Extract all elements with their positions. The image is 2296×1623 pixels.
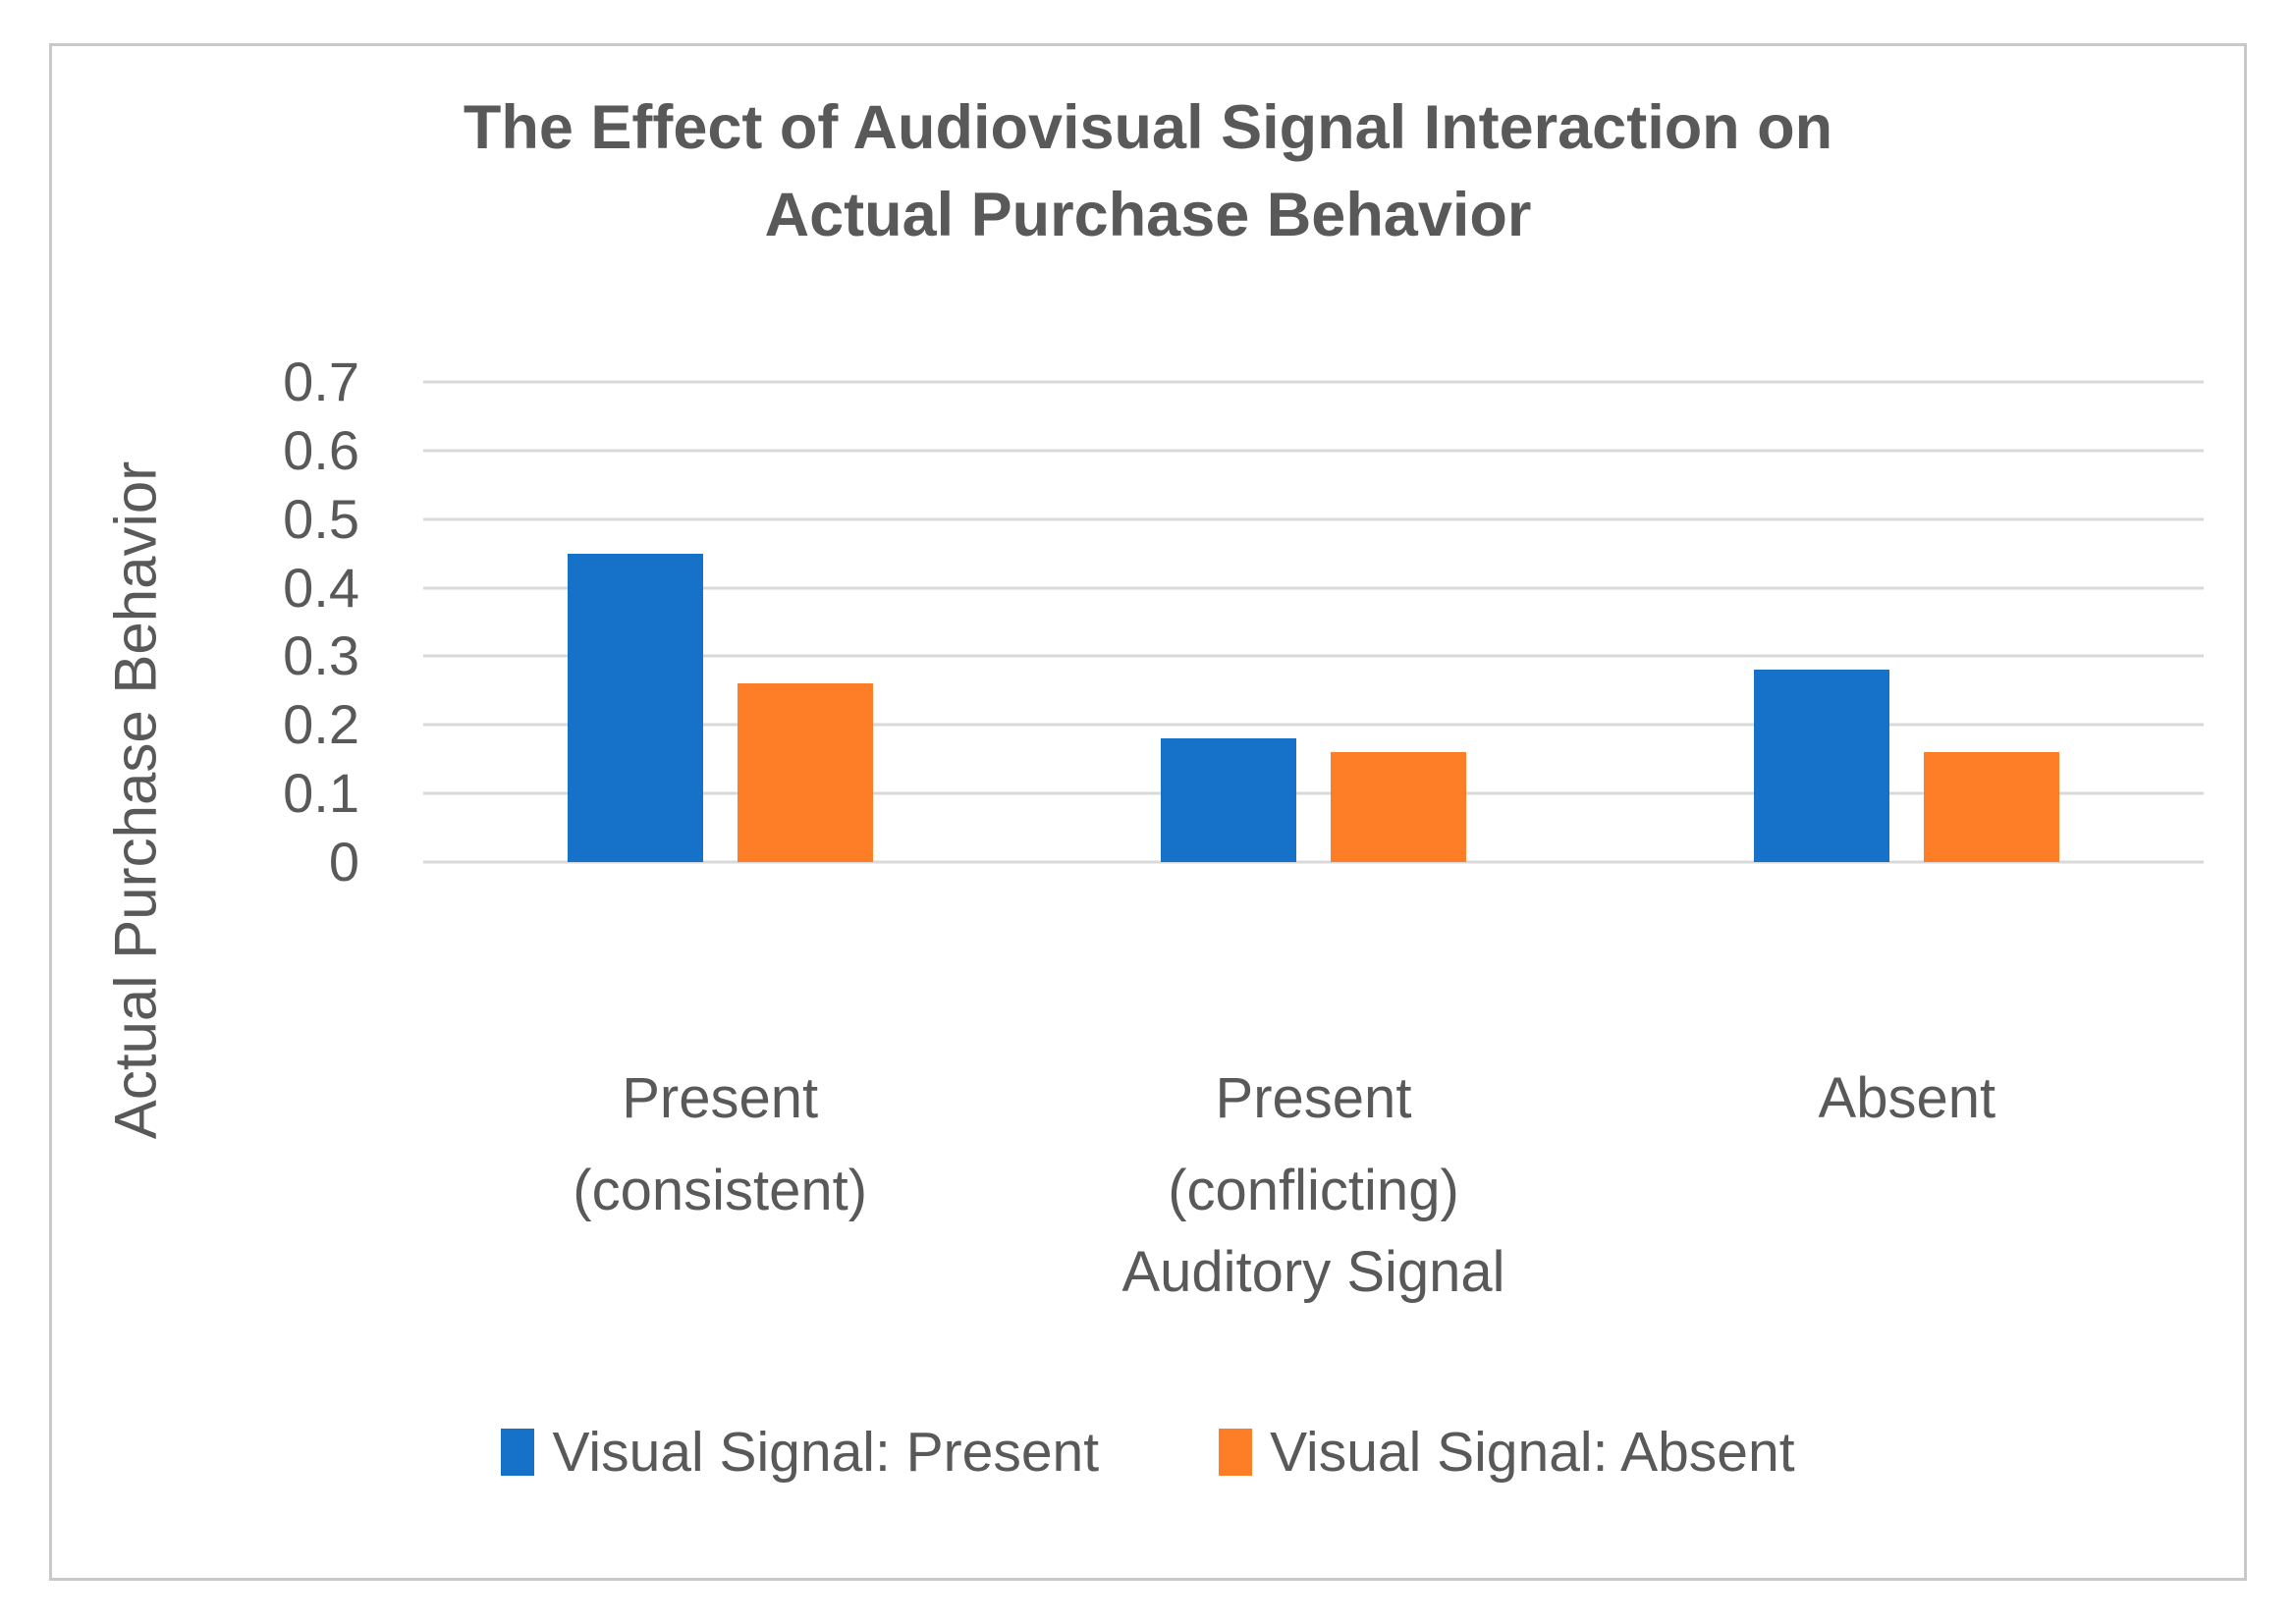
y-tick-label: 0.7: [283, 351, 359, 412]
x-axis-labels: Present (consistent) Present (conflicting) A…: [423, 1053, 2204, 1237]
legend-swatch-icon: [501, 1429, 535, 1476]
bar-visual-signal-absent: [737, 683, 873, 862]
y-tick-label: 0: [328, 831, 359, 893]
bar-groups: [423, 382, 2204, 862]
gridline: [423, 791, 2204, 795]
gridline: [423, 380, 2204, 384]
gridline: [423, 654, 2204, 658]
gridline: [423, 860, 2204, 864]
bar-visual-signal-present: [1160, 738, 1296, 862]
y-tick-label: 0.4: [283, 556, 359, 619]
gridline: [423, 517, 2204, 521]
bar-visual-signal-present: [1754, 670, 1890, 862]
legend-item-visual-signal-present: Visual Signal: Present: [501, 1420, 1099, 1485]
x-tick-label-line: Present: [1215, 1066, 1412, 1130]
category-group-1: [423, 553, 1016, 862]
x-tick-label: Present (consistent): [423, 1053, 1016, 1237]
gridline: [423, 586, 2204, 590]
x-tick-label-line: (consistent): [573, 1158, 868, 1222]
bar-visual-signal-present: [567, 553, 703, 862]
x-axis-title: Auditory Signal: [1121, 1240, 1505, 1304]
bar-visual-signal-absent: [1330, 752, 1466, 862]
legend: Visual Signal: Present Visual Signal: Abs…: [0, 1420, 2296, 1485]
x-tick-label-line: Absent: [1818, 1066, 1996, 1130]
y-tick-label: 0.5: [283, 487, 359, 550]
y-tick-label: 0.2: [283, 693, 359, 756]
chart-title-line-1: The Effect of Audiovisual Signal Interac…: [463, 93, 1833, 162]
gridline: [423, 449, 2204, 453]
legend-label: Visual Signal: Absent: [1270, 1421, 1795, 1484]
x-tick-label: Present (conflicting): [1016, 1053, 1610, 1237]
chart-title: The Effect of Audiovisual Signal Interac…: [0, 84, 2296, 260]
category-group-3: [1611, 670, 2204, 862]
y-tick-label: 0.1: [283, 762, 359, 825]
x-tick-label-line: Present: [622, 1066, 819, 1130]
legend-label: Visual Signal: Present: [552, 1421, 1100, 1484]
gridline: [423, 723, 2204, 727]
category-group-2: [1016, 738, 1610, 862]
legend-item-visual-signal-absent: Visual Signal: Absent: [1219, 1420, 1795, 1485]
y-tick-label: 0.6: [283, 418, 359, 481]
y-tick-label: 0.3: [283, 624, 359, 687]
plot-area: [423, 380, 2204, 864]
x-tick-label-line: (conflicting): [1168, 1158, 1459, 1222]
bar-visual-signal-absent: [1924, 752, 2060, 862]
legend-swatch-icon: [1219, 1429, 1253, 1476]
y-axis-ticks: 0 0.1 0.2 0.3 0.4 0.5 0.6 0.7: [137, 354, 393, 890]
x-tick-label: Absent: [1611, 1053, 2204, 1237]
chart-title-line-2: Actual Purchase Behavior: [764, 181, 1532, 250]
